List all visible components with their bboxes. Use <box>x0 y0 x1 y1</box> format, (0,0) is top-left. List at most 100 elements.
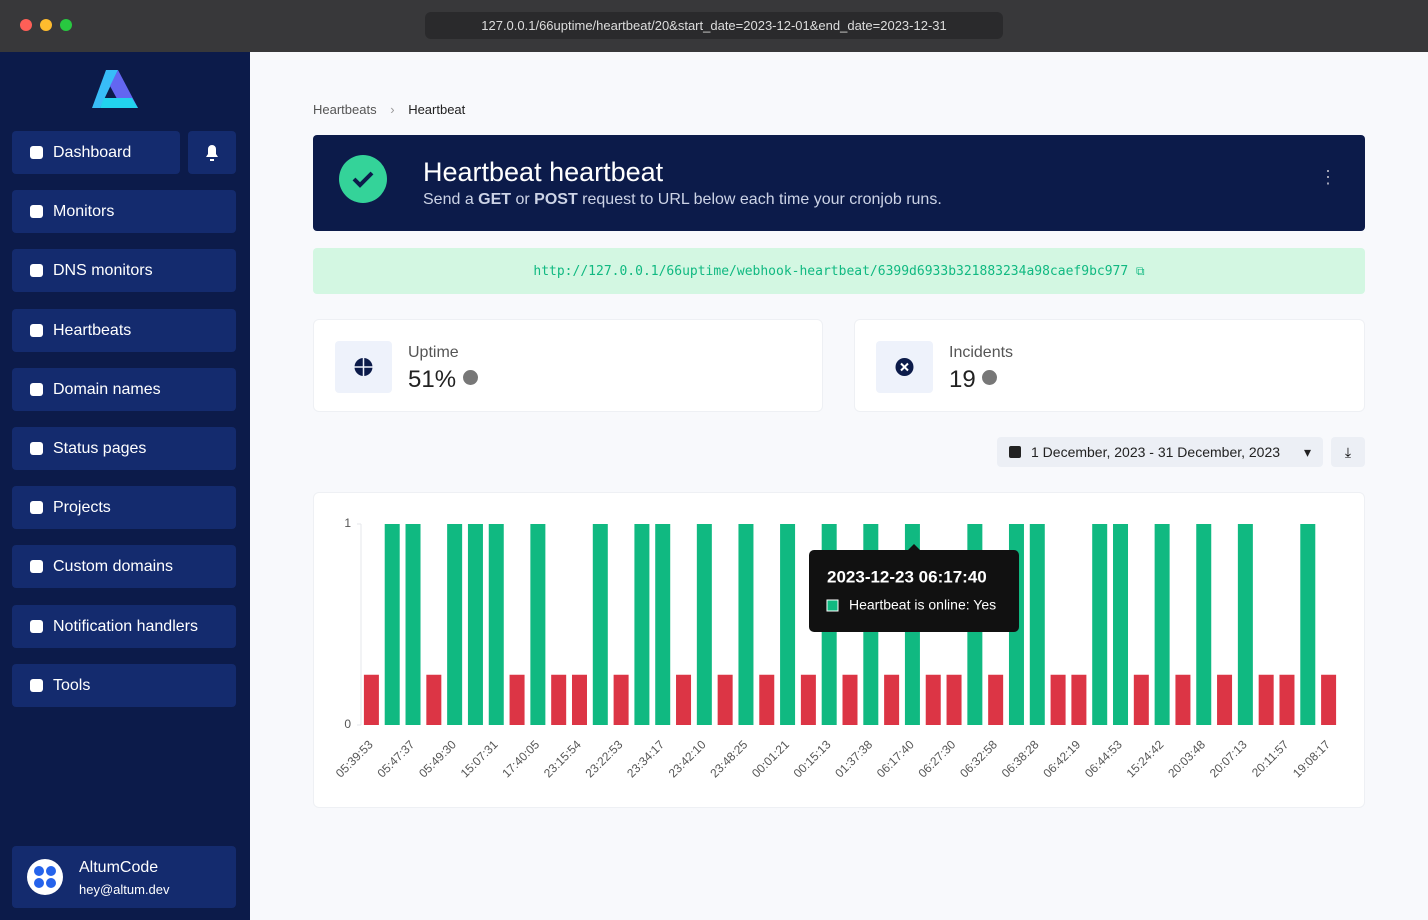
x-tick-label: 06:42:19 <box>1040 737 1083 780</box>
breadcrumb-link[interactable]: Heartbeats <box>313 102 377 117</box>
bar <box>1196 524 1212 725</box>
info-icon[interactable] <box>462 370 478 385</box>
nav-label: Projects <box>53 499 111 517</box>
x-tick-label: 05:49:30 <box>416 737 459 780</box>
bar <box>717 674 733 725</box>
chart: 0 1 05:39:5305:47:3705:49:3015:07:3117:40:… <box>313 492 1365 808</box>
nav-label: Heartbeats <box>53 321 132 339</box>
bar <box>634 524 650 725</box>
x-tick-label: 23:22:53 <box>583 737 626 780</box>
nav-icon <box>30 501 43 515</box>
breadcrumb: Heartbeats › Heartbeat <box>313 102 465 117</box>
description-text: request to URL below each time your cron… <box>577 191 942 208</box>
nav-icon <box>30 678 43 692</box>
webhook-url[interactable]: http://127.0.0.1/66uptime/webhook-heartb… <box>533 264 1129 279</box>
bar <box>571 674 587 725</box>
x-tick-label: 15:24:42 <box>1124 737 1167 780</box>
x-tick-label: 06:17:40 <box>874 737 917 780</box>
nav-item[interactable]: Dashboard <box>12 131 180 174</box>
x-tick-label: 05:47:37 <box>374 737 417 780</box>
date-range-button[interactable]: 1 December, 2023 - 31 December, 2023 ▾ <box>997 437 1323 467</box>
notifications-button[interactable] <box>188 131 236 174</box>
x-tick-label: 20:03:48 <box>1165 737 1208 780</box>
nav-item[interactable]: DNS monitors <box>12 249 236 293</box>
bar <box>676 674 692 725</box>
breadcrumb-separator: › <box>390 102 395 117</box>
tooltip-swatch <box>826 599 839 612</box>
y-tick-label: 1 <box>344 516 351 530</box>
nav-label: Tools <box>53 676 91 694</box>
nav-label: Monitors <box>53 203 115 221</box>
stat-card: Incidents 19 <box>854 319 1365 412</box>
nav-item[interactable]: Status pages <box>12 427 236 470</box>
nav-icon <box>30 205 43 219</box>
x-tick-label: 00:01:21 <box>749 737 792 780</box>
bar <box>592 524 608 725</box>
bar <box>1258 674 1274 725</box>
download-button[interactable]: ⤓ <box>1331 437 1365 467</box>
bar <box>759 674 775 725</box>
nav-item[interactable]: Notification handlers <box>12 604 236 648</box>
x-tick-label: 06:27:30 <box>915 737 958 780</box>
bar <box>384 524 400 725</box>
nav-icon <box>30 619 43 633</box>
stat-icon <box>876 341 933 393</box>
bar <box>530 524 546 725</box>
nav-icon <box>30 560 43 574</box>
x-tick-label: 01:37:38 <box>832 737 875 780</box>
bar <box>1050 674 1066 725</box>
address-bar[interactable]: 127.0.0.1/66uptime/heartbeat/20&start_da… <box>425 12 1003 39</box>
bar <box>1300 524 1316 725</box>
calendar-icon <box>1009 446 1021 458</box>
tooltip: 2023-12-23 06:17:40 Heartbeat is online: … <box>809 544 1019 632</box>
logo[interactable] <box>92 68 140 110</box>
copy-button[interactable]: ⧉ <box>1136 264 1145 278</box>
bar <box>988 674 1004 725</box>
close-button[interactable] <box>20 19 32 31</box>
minimize-button[interactable] <box>40 19 52 31</box>
bar <box>800 674 816 725</box>
bar <box>655 524 671 725</box>
nav-icon <box>30 146 43 159</box>
nav-item[interactable]: Custom domains <box>12 545 236 589</box>
more-menu[interactable]: ⋮ <box>1319 167 1337 187</box>
zoom-button[interactable] <box>60 19 72 31</box>
bar <box>946 674 962 725</box>
stat-label: Incidents <box>949 344 1014 361</box>
date-range: 1 December, 2023 - 31 December, 2023 <box>1031 444 1281 460</box>
bar <box>1071 674 1087 725</box>
bar <box>842 674 858 725</box>
nav-item[interactable]: Domain names <box>12 367 236 411</box>
bar <box>613 674 629 725</box>
page-title: Heartbeat heartbeat <box>423 157 664 187</box>
nav-label: DNS monitors <box>53 262 153 280</box>
tooltip-label: Heartbeat is online: Yes <box>849 597 996 613</box>
x-tick-label: 06:38:28 <box>999 737 1042 780</box>
info-icon[interactable] <box>982 370 998 385</box>
caret: ▾ <box>1303 444 1311 460</box>
nav-item[interactable]: Monitors <box>12 190 236 234</box>
stat-label: Uptime <box>408 344 459 361</box>
nav-item[interactable]: Projects <box>12 486 236 530</box>
bar <box>426 674 442 725</box>
nav-icon <box>30 442 43 455</box>
bar <box>1092 524 1108 725</box>
user-name: AltumCode <box>79 859 159 876</box>
x-tick-label: 23:42:10 <box>666 737 709 780</box>
nav-item[interactable]: Heartbeats <box>12 308 236 352</box>
bar <box>1237 524 1253 725</box>
nav-label: Status pages <box>53 440 147 457</box>
bar <box>738 524 754 725</box>
stat-value: 51% <box>408 366 478 394</box>
nav-item[interactable]: Tools <box>12 663 236 707</box>
bar <box>467 524 483 725</box>
bar <box>1113 524 1129 725</box>
sidebar: AltumCode hey@altum.dev Dashboard Monitor… <box>0 52 250 920</box>
description: Send a GET or POST request to URL below … <box>423 191 942 209</box>
bar <box>1217 674 1233 725</box>
bar <box>1029 524 1045 725</box>
user-card[interactable]: AltumCode hey@altum.dev <box>12 846 236 908</box>
bar <box>509 674 525 725</box>
bar <box>405 524 421 725</box>
